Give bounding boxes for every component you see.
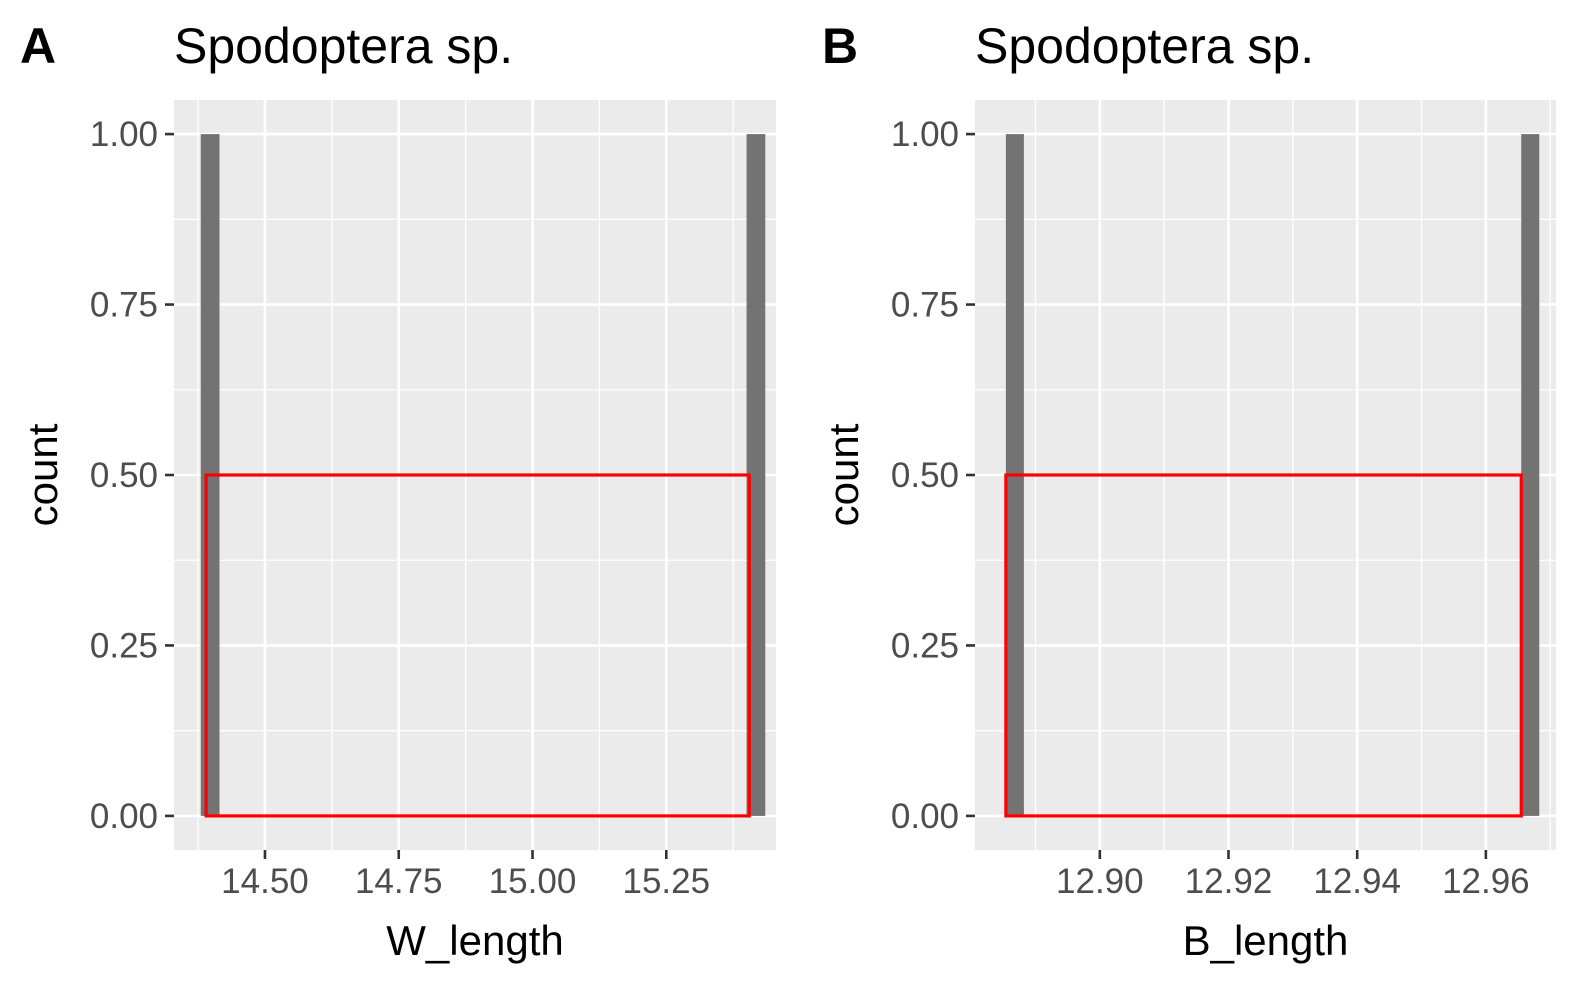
x-tick-label: 15.00 [489,862,577,901]
y-axis-title: count [19,423,66,526]
x-tick-label: 12.92 [1185,862,1273,901]
y-tick-label: 0.25 [90,626,158,665]
x-axis-title: W_length [386,917,563,964]
y-tick-label: 0.25 [891,626,959,665]
panel-label: B [822,18,858,74]
panel-label: A [20,18,56,74]
highlight-box [1004,473,1523,818]
x-tick-label: 14.75 [355,862,443,901]
x-tick-label: 12.94 [1313,862,1401,901]
chart-title: Spodoptera sp. [174,18,513,74]
highlight-box [204,473,751,818]
y-tick-label: 0.50 [90,456,158,495]
panel-b: B Spodoptera sp. 0.00 0.25 0.50 0.75 1.00 12.90… [820,18,1556,964]
x-axis-title: B_length [1183,917,1349,964]
histogram-bar-2 [746,134,766,816]
y-tick-label: 0.75 [90,286,158,325]
x-tick-label: 12.90 [1056,862,1144,901]
y-tick-label: 0.50 [891,456,959,495]
y-tick-label: 1.00 [90,115,158,154]
histogram-bar-2 [1521,134,1540,816]
y-tick-label: 0.00 [90,797,158,836]
chart-title: Spodoptera sp. [975,18,1314,74]
y-axis-title: count [820,423,867,526]
panel-a: A Spodoptera sp. 0.00 0.25 0.50 0.75 1.00 14.50… [19,18,776,964]
y-tick-label: 0.00 [891,797,959,836]
x-tick-label: 12.96 [1442,862,1530,901]
y-tick-label: 0.75 [891,286,959,325]
y-tick-label: 1.00 [891,115,959,154]
x-tick-label: 15.25 [623,862,711,901]
x-tick-label: 14.50 [221,862,309,901]
